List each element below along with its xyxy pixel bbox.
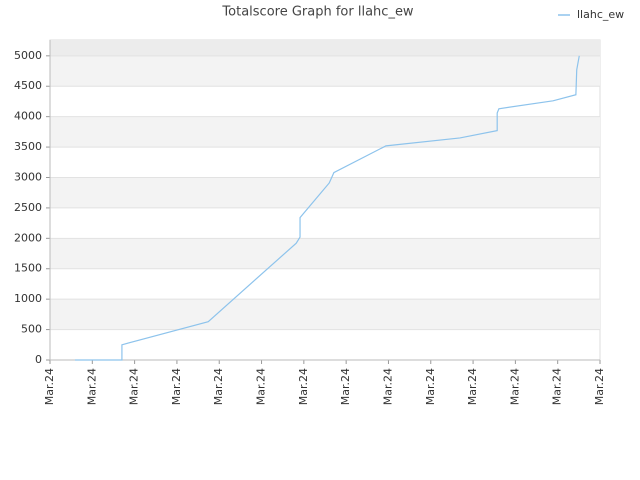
x-tick-label: Mar.24	[551, 368, 564, 405]
x-tick-label: Mar.24	[170, 368, 183, 405]
grid-band	[50, 40, 600, 56]
y-tick-label: 1500	[14, 262, 42, 275]
x-tick-label: Mar.24	[508, 368, 521, 405]
x-tick-label: Mar.24	[255, 368, 268, 405]
x-tick-label: Mar.24	[85, 368, 98, 405]
grid-band	[50, 177, 600, 208]
x-tick-label: Mar.24	[43, 368, 56, 405]
grid-band	[50, 55, 600, 87]
y-tick-label: 2500	[14, 201, 42, 214]
grid-band	[50, 238, 600, 269]
x-tick-label: Mar.24	[381, 368, 394, 405]
x-tick-label: Mar.24	[424, 368, 437, 405]
y-tick-label: 4000	[14, 110, 42, 123]
y-tick-label: 0	[35, 353, 42, 366]
x-tick-label: Mar.24	[339, 368, 352, 405]
y-tick-label: 5000	[14, 49, 42, 62]
line	[74, 55, 580, 361]
chart-title: Totalscore Graph for llahc_ew	[221, 5, 414, 20]
y-tick-label: 3000	[14, 170, 42, 183]
y-tick-label: 1000	[14, 292, 42, 305]
x-tick-label: Mar.24	[593, 368, 606, 405]
y-tick-label: 4500	[14, 79, 42, 92]
y-tick-label: 3500	[14, 140, 42, 153]
x-tick-label: Mar.24	[128, 368, 141, 405]
y-tick-label: 2000	[14, 231, 42, 244]
grid-band	[50, 299, 600, 330]
x-tick-label: Mar.24	[466, 368, 479, 405]
legend-label: llahc_ew	[577, 8, 624, 21]
x-tick-label: Mar.24	[297, 368, 310, 405]
x-tick-label: Mar.24	[212, 368, 225, 405]
y-tick-label: 500	[21, 323, 42, 336]
grid-band	[50, 116, 600, 148]
